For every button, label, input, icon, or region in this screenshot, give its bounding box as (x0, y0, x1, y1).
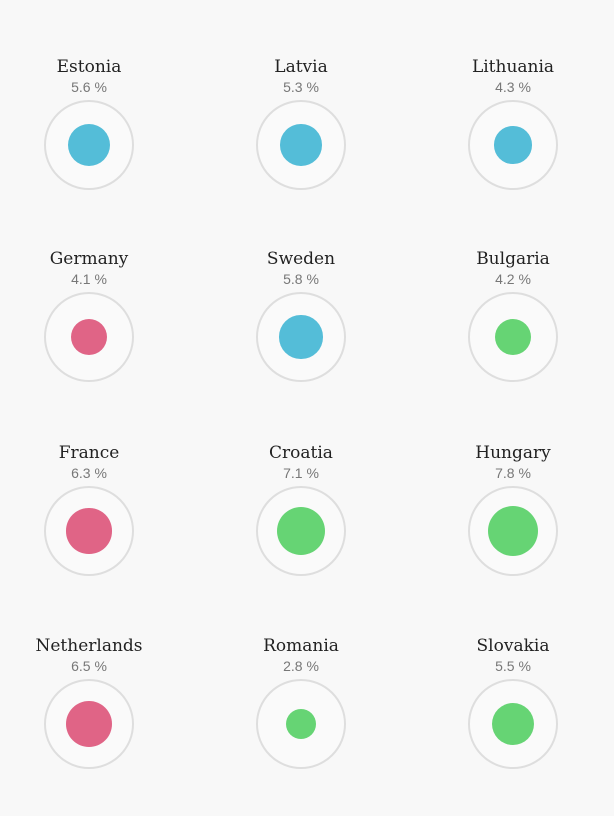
country-name: Bulgaria (476, 249, 550, 269)
country-cell: Slovakia 5.5 % (413, 636, 613, 786)
value-bubble (280, 124, 322, 166)
country-cell: Netherlands 6.5 % (0, 636, 189, 786)
value-bubble (279, 315, 323, 359)
value-bubble (491, 702, 535, 746)
value-label: 5.3 % (283, 79, 319, 95)
value-bubble (66, 701, 112, 747)
country-name: France (58, 443, 120, 463)
country-name: Romania (263, 636, 339, 656)
country-cell: Sweden 5.8 % (201, 249, 401, 399)
value-label: 6.3 % (71, 465, 107, 481)
value-label: 4.3 % (495, 79, 531, 95)
country-name: Hungary (475, 443, 551, 463)
country-name: Croatia (269, 443, 333, 463)
country-cell: Estonia 5.6 % (0, 57, 189, 207)
country-name: Estonia (56, 57, 122, 77)
value-label: 5.6 % (71, 79, 107, 95)
value-bubble (277, 507, 325, 555)
country-cell: Germany 4.1 % (0, 249, 189, 399)
value-label: 7.1 % (283, 465, 319, 481)
value-bubble (70, 318, 108, 356)
bubble-ring (44, 100, 134, 190)
country-cell: France 6.3 % (0, 443, 189, 593)
value-bubble (66, 508, 112, 554)
value-bubble (494, 126, 532, 164)
value-bubble (285, 708, 317, 740)
value-label: 7.8 % (495, 465, 531, 481)
value-label: 5.8 % (283, 271, 319, 287)
country-name: Slovakia (476, 636, 550, 656)
value-label: 4.1 % (71, 271, 107, 287)
value-bubble (494, 318, 532, 356)
country-name: Lithuania (471, 57, 555, 77)
country-name: Netherlands (35, 636, 143, 656)
value-label: 2.8 % (283, 658, 319, 674)
value-label: 5.5 % (495, 658, 531, 674)
country-cell: Croatia 7.1 % (201, 443, 401, 593)
country-cell: Latvia 5.3 % (201, 57, 401, 207)
country-name: Latvia (274, 57, 328, 77)
country-cell: Hungary 7.8 % (413, 443, 613, 593)
country-name: Germany (49, 249, 129, 269)
value-label: 4.2 % (495, 271, 531, 287)
country-cell: Romania 2.8 % (201, 636, 401, 786)
country-cell: Lithuania 4.3 % (413, 57, 613, 207)
value-bubble (487, 505, 539, 557)
country-name: Sweden (266, 249, 336, 269)
value-label: 6.5 % (71, 658, 107, 674)
country-cell: Bulgaria 4.2 % (413, 249, 613, 399)
value-bubble (67, 123, 111, 167)
